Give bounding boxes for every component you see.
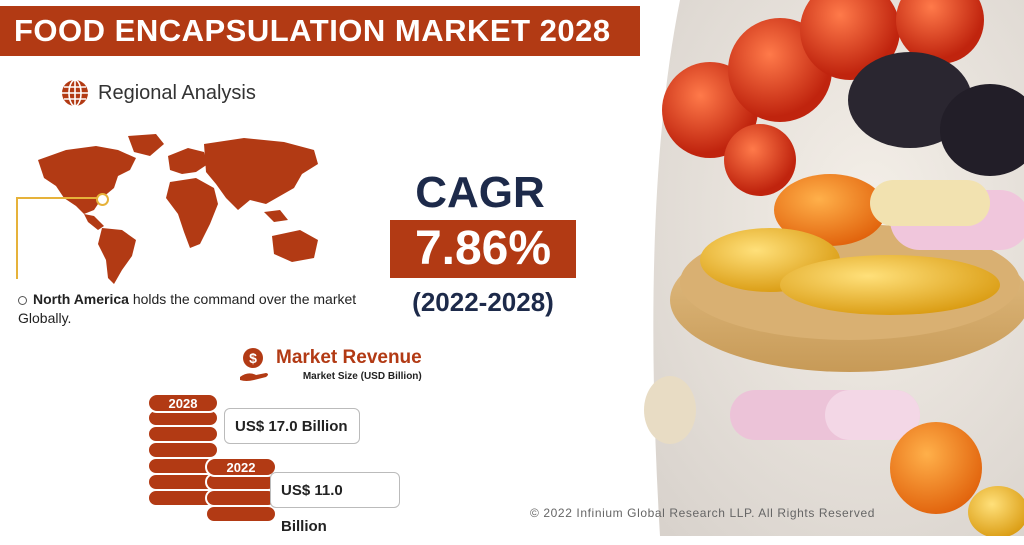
note-text: holds the command over the market Global… <box>18 291 357 326</box>
page-title: FOOD ENCAPSULATION MARKET 2028 <box>0 6 692 56</box>
globe-icon <box>62 79 88 107</box>
cagr-label: CAGR <box>415 168 545 217</box>
callout-dot <box>96 193 109 206</box>
revenue-2022-value: US$ 11.0 Billion <box>270 472 400 535</box>
cagr-years: (2022-2028) <box>412 287 554 317</box>
callout-line <box>16 197 100 279</box>
year-2028-label: 2028 <box>169 396 198 411</box>
market-revenue-heading: $ Market Revenue Market Size (USD Billio… <box>238 347 422 383</box>
bullet-icon <box>18 295 27 305</box>
capsules-photo <box>640 0 1024 536</box>
world-map <box>38 134 318 284</box>
coin-stacks: 2028 2022 <box>147 393 277 523</box>
market-size-subtitle: Market Size (USD Billion) <box>302 371 422 382</box>
coin-stack-2028: 2028 <box>147 393 219 507</box>
dollar-hand-icon: $ <box>240 348 268 381</box>
year-2022-label: 2022 <box>227 460 256 475</box>
coin-stack-2022: 2022 <box>205 457 277 523</box>
copyright-text: © 2022 Infinium Global Research LLP. All… <box>530 506 876 520</box>
region-name: North America <box>33 291 129 307</box>
svg-text:$: $ <box>249 350 257 366</box>
regional-note: North America holds the command over the… <box>18 290 358 328</box>
cagr-value: 7.86% <box>390 220 576 278</box>
market-revenue-title: Market Revenue <box>276 347 422 368</box>
regional-analysis-heading: Regional Analysis <box>60 78 256 108</box>
regional-analysis-title: Regional Analysis <box>98 81 256 104</box>
revenue-2028-value: US$ 17.0 Billion <box>224 408 360 444</box>
